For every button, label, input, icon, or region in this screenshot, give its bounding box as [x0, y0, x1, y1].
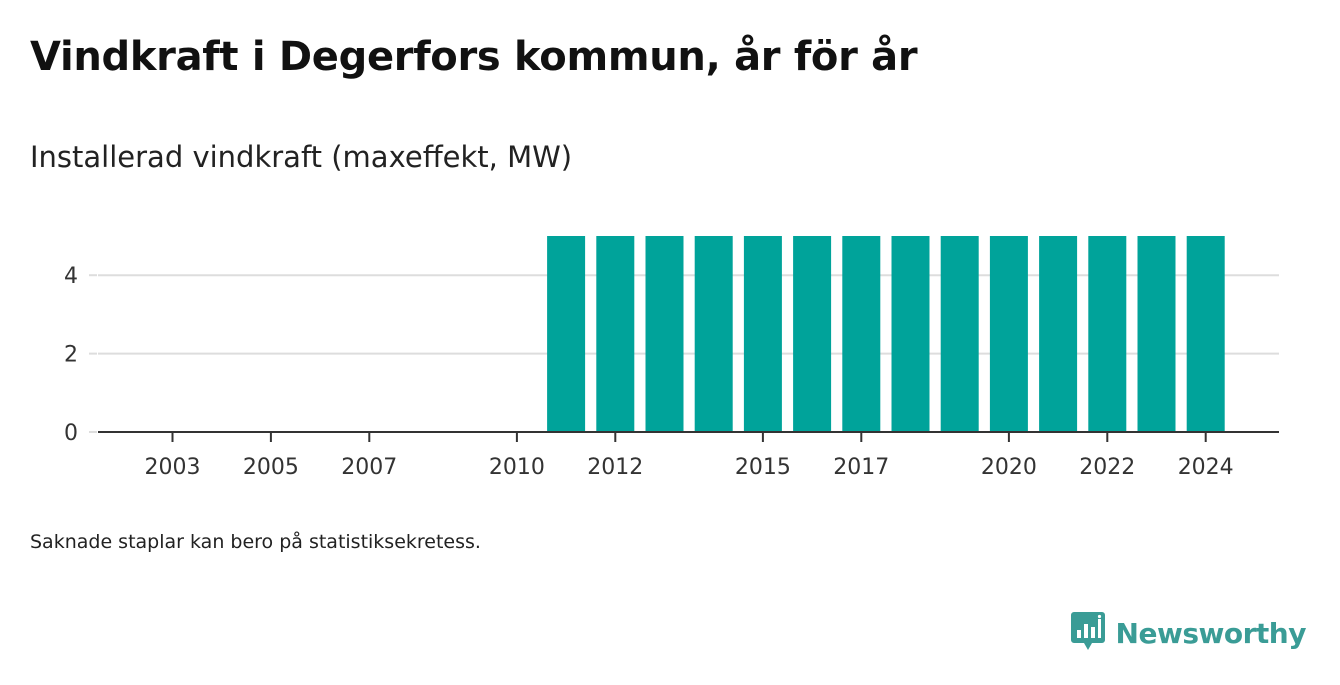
- x-tick-label: 2017: [833, 455, 889, 480]
- newsworthy-logo-icon: [1070, 610, 1106, 656]
- brand-name: Newsworthy: [1115, 616, 1307, 650]
- bar: [891, 236, 930, 432]
- bar: [1186, 236, 1225, 432]
- tick-labels: 0 2 4 2003 2005 2007 2010 2012 2015 2017 2020 2022 2…: [64, 264, 1234, 480]
- bar: [940, 236, 979, 432]
- x-tick-label: 2022: [1079, 455, 1135, 480]
- y-tick-label: 0: [64, 421, 78, 446]
- bars: [547, 236, 1225, 432]
- bar: [547, 236, 586, 432]
- x-tick-label: 2024: [1178, 455, 1234, 480]
- y-tick-label: 2: [64, 343, 78, 368]
- x-tick-label: 2015: [735, 455, 791, 480]
- y-tick-label: 4: [64, 264, 78, 289]
- bar: [1137, 236, 1176, 432]
- bar-chart: 0 2 4 2003 2005 2007 2010 2012 2015 2017 2020 2022 2…: [64, 236, 1279, 480]
- bar: [1088, 236, 1127, 432]
- chart-title: Vindkraft i Degerfors kommun, år för år: [30, 34, 918, 80]
- bar: [694, 236, 733, 432]
- x-tick-label: 2012: [587, 455, 643, 480]
- bar: [743, 236, 782, 432]
- grid-lines: [89, 274, 1279, 433]
- x-tick-label: 2020: [981, 455, 1037, 480]
- bar: [1039, 236, 1078, 432]
- bar: [793, 236, 832, 432]
- brand: Newsworthy: [1070, 610, 1307, 656]
- axes: [98, 431, 1279, 442]
- bar: [596, 236, 635, 432]
- footnote: Saknade staplar kan bero på statistiksek…: [30, 531, 481, 553]
- bar: [645, 236, 684, 432]
- chart-subtitle: Installerad vindkraft (maxeffekt, MW): [30, 140, 573, 174]
- bar: [842, 236, 881, 432]
- bar: [989, 236, 1028, 432]
- x-tick-label: 2003: [145, 455, 201, 480]
- x-tick-label: 2007: [341, 455, 397, 480]
- x-tick-label: 2005: [243, 455, 299, 480]
- x-tick-label: 2010: [489, 455, 545, 480]
